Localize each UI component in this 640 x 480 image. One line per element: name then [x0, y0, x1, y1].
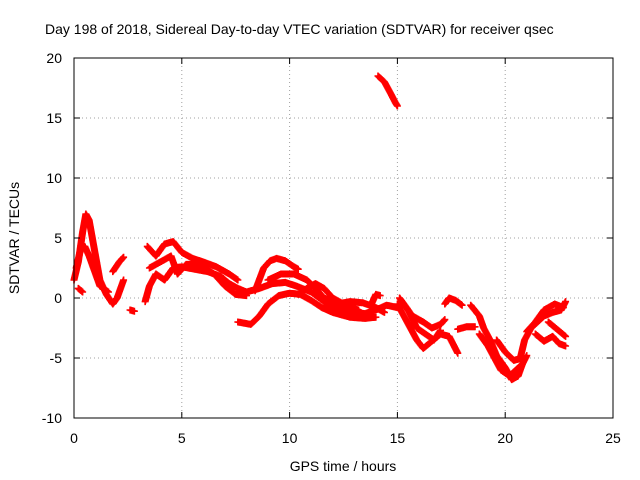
- x-tick-label: 20: [497, 430, 513, 446]
- data-point: [523, 352, 531, 360]
- y-tick-label: 10: [46, 170, 62, 186]
- data-point: [355, 306, 363, 314]
- data-point: [441, 316, 449, 324]
- data-point: [294, 265, 302, 273]
- data-point: [120, 276, 128, 284]
- data-point: [393, 102, 401, 110]
- x-tick-label: 5: [178, 430, 186, 446]
- y-tick-label: 0: [54, 290, 62, 306]
- data-point: [562, 298, 570, 306]
- data-point: [458, 301, 466, 309]
- data-point: [437, 326, 445, 334]
- chart-title: Day 198 of 2018, Sidereal Day-to-day VTE…: [45, 21, 554, 37]
- y-tick-label: -10: [42, 410, 62, 426]
- data-point: [562, 342, 570, 350]
- data-point: [104, 288, 112, 296]
- data-point: [380, 308, 388, 316]
- y-axis-label: SDTVAR / TECUs: [6, 182, 22, 294]
- y-tick-label: 5: [54, 230, 62, 246]
- y-tick-label: 15: [46, 110, 62, 126]
- data-point: [79, 288, 87, 296]
- x-tick-label: 0: [70, 430, 78, 446]
- x-tick-label: 25: [605, 430, 621, 446]
- data-point: [234, 276, 242, 284]
- x-tick-label: 10: [282, 430, 298, 446]
- y-tick-label: 20: [46, 50, 62, 66]
- y-tick-label: -5: [50, 350, 63, 366]
- data-point: [120, 253, 128, 261]
- grid-lines: [74, 58, 613, 418]
- data-point: [518, 360, 526, 368]
- axis-ticks: [73, 57, 614, 419]
- data-point: [559, 304, 567, 312]
- data-point: [130, 307, 138, 315]
- x-tick-label: 15: [390, 430, 406, 446]
- data-point: [471, 323, 479, 331]
- x-tick-labels: 0 5 10 15 20 25: [70, 430, 621, 446]
- x-axis-label: GPS time / hours: [290, 458, 397, 474]
- data-point: [242, 292, 250, 300]
- data-point: [372, 313, 380, 321]
- data-marks: [70, 72, 570, 384]
- y-tick-labels: -10 -5 0 5 10 15 20: [42, 50, 62, 426]
- data-point: [454, 349, 462, 357]
- data-point: [376, 292, 384, 300]
- data-point: [562, 332, 570, 340]
